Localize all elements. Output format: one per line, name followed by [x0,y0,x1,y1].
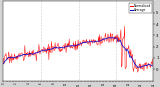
Legend: Normalized, Average: Normalized, Average [129,3,152,13]
